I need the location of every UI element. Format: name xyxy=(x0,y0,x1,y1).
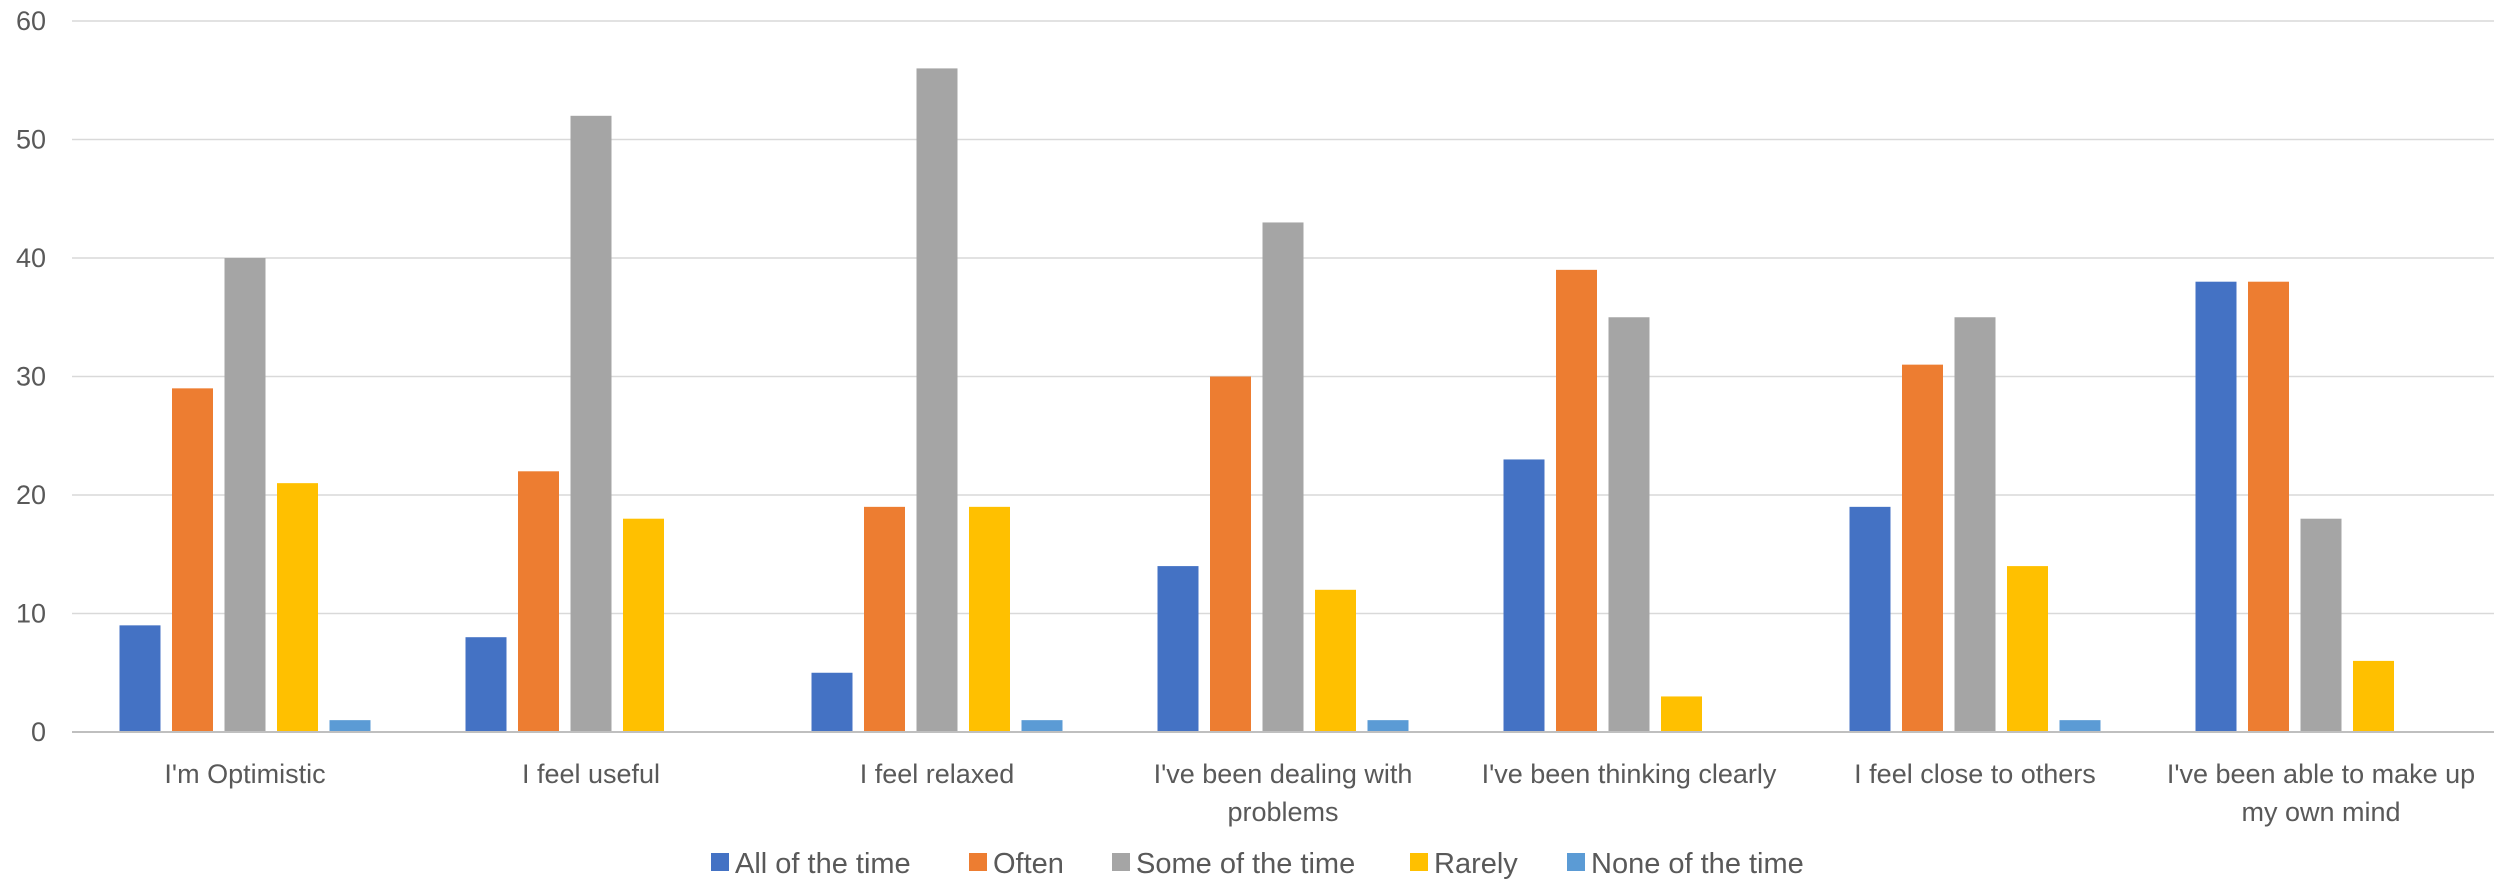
bar xyxy=(2248,281,2289,732)
bar xyxy=(570,115,612,733)
bar xyxy=(224,258,266,732)
x-tick-label: I've been dealing with problems xyxy=(1154,759,1413,827)
bar xyxy=(2195,281,2237,732)
x-tick-label-line: I've been thinking clearly xyxy=(1482,759,1777,789)
y-tick-label: 40 xyxy=(16,243,46,273)
bar xyxy=(811,672,853,732)
legend-swatch xyxy=(1410,853,1428,871)
legend-swatch xyxy=(711,853,729,871)
bar-group xyxy=(119,258,371,732)
x-tick-label-line: my own mind xyxy=(2241,797,2400,827)
bar xyxy=(329,720,371,732)
x-tick-label-line: I've been able to make up xyxy=(2167,759,2475,789)
bars xyxy=(119,68,2394,733)
x-tick-label-line: I feel close to others xyxy=(1854,759,2096,789)
bar xyxy=(1315,589,1356,732)
legend-item: Rarely xyxy=(1410,848,1518,880)
bar-group xyxy=(1157,222,1409,732)
bar xyxy=(1954,317,1996,732)
y-axis: 0 10 20 30 40 50 60 xyxy=(16,6,46,747)
y-tick-label: 50 xyxy=(16,125,46,155)
x-tick-label-line: problems xyxy=(1227,797,1338,827)
bar-group xyxy=(811,68,1063,732)
bar xyxy=(623,518,664,732)
bar xyxy=(1210,376,1251,732)
x-tick-label-line: I've been dealing with xyxy=(1154,759,1413,789)
bar-group xyxy=(465,115,664,733)
bar-group xyxy=(2195,281,2394,732)
bar xyxy=(1157,566,1199,732)
legend-label: Often xyxy=(993,848,1064,880)
bar xyxy=(864,506,905,732)
x-tick-label: I feel useful xyxy=(522,759,660,789)
x-tick-label: I feel relaxed xyxy=(860,759,1015,789)
legend-swatch xyxy=(969,853,987,871)
y-tick-label: 10 xyxy=(16,599,46,629)
y-tick-label: 0 xyxy=(31,717,46,747)
bar xyxy=(277,483,318,732)
bar xyxy=(969,506,1010,732)
legend-label: None of the time xyxy=(1591,848,1804,880)
bar xyxy=(1661,696,1702,732)
x-tick-label: I've been able to make up my own mind xyxy=(2167,759,2475,827)
bar xyxy=(916,68,958,732)
bar xyxy=(1608,317,1650,732)
y-tick-label: 30 xyxy=(16,362,46,392)
legend-item: Some of the time xyxy=(1112,848,1355,880)
bar xyxy=(1902,364,1943,732)
bar xyxy=(1021,720,1063,732)
bar xyxy=(2353,660,2394,732)
bar xyxy=(119,625,161,732)
bar xyxy=(465,637,507,732)
bar-group xyxy=(1503,269,1702,732)
bar-group xyxy=(1849,317,2101,732)
y-tick-label: 60 xyxy=(16,6,46,36)
x-tick-label: I've been thinking clearly xyxy=(1482,759,1777,789)
legend-item: Often xyxy=(969,848,1064,880)
legend-label: All of the time xyxy=(735,848,911,880)
bar xyxy=(172,388,213,732)
y-tick-label: 20 xyxy=(16,480,46,510)
x-tick-label: I'm Optimistic xyxy=(164,759,325,789)
legend-label: Some of the time xyxy=(1136,848,1355,880)
x-tick-label: I feel close to others xyxy=(1854,759,2096,789)
bar xyxy=(1503,459,1545,732)
x-tick-label-line: I feel useful xyxy=(522,759,660,789)
bar xyxy=(518,471,559,732)
bar xyxy=(2059,720,2101,732)
bar xyxy=(1556,269,1597,732)
legend-swatch xyxy=(1112,853,1130,871)
bar xyxy=(1262,222,1304,732)
legend-label: Rarely xyxy=(1434,848,1518,880)
bar xyxy=(1367,720,1409,732)
legend-swatch xyxy=(1567,853,1585,871)
legend-item: All of the time xyxy=(711,848,911,880)
bar xyxy=(1849,506,1891,732)
legend: All of the time Often Some of the time Rare… xyxy=(711,848,1804,880)
bar xyxy=(2300,518,2342,732)
bar xyxy=(2007,566,2048,732)
legend-item: None of the time xyxy=(1567,848,1804,880)
category-labels: I'm Optimistic I feel useful I feel relaxe… xyxy=(164,759,2475,827)
x-tick-label-line: I feel relaxed xyxy=(860,759,1015,789)
x-tick-label-line: I'm Optimistic xyxy=(164,759,325,789)
